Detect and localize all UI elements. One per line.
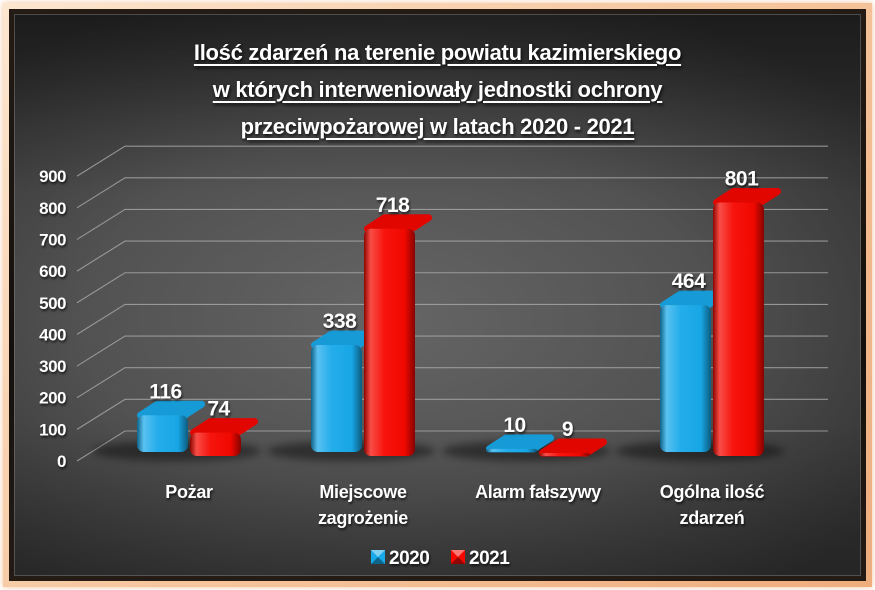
- gridline-100: [76, 398, 828, 430]
- gridline-800: [76, 177, 828, 209]
- bar-top-2020-2: [486, 434, 554, 453]
- legend-item-2020: 2020: [371, 548, 430, 569]
- bar-2021-1: [364, 228, 415, 456]
- gridline-200: [76, 367, 828, 399]
- y-tick-label-600: 600: [39, 262, 66, 281]
- y-tick-label-500: 500: [39, 294, 66, 313]
- category-label-0: Pożar: [165, 482, 213, 502]
- title-line-2: w których interweniowały jednostki ochro…: [212, 77, 663, 102]
- bar-top-2020-0: [137, 400, 205, 419]
- gridline-900: [76, 145, 828, 177]
- bar-2021-3: [713, 202, 764, 456]
- y-tick-label-700: 700: [39, 230, 66, 249]
- value-label-2020-1: 338: [323, 310, 357, 333]
- category-label-2: Alarm fałszywy: [475, 482, 601, 502]
- chart-title: Ilość zdarzeń na terenie powiatu kazimie…: [14, 34, 861, 145]
- bar-top-2021-3: [713, 187, 781, 206]
- y-tick-label-100: 100: [39, 420, 66, 439]
- value-label-2021-2: 9: [562, 418, 573, 441]
- gridline-700: [76, 208, 828, 240]
- frame-dark-border: Ilość zdarzeń na terenie powiatu kazimie…: [9, 9, 866, 581]
- legend-swatch-bevel-top: [451, 550, 465, 557]
- title-row-3: przeciwpożarowej w latach 2020 - 2021: [14, 108, 861, 145]
- gridline-300: [76, 335, 828, 367]
- value-label-2021-0: 74: [207, 398, 230, 421]
- title-row-2: w których interweniowały jednostki ochro…: [14, 71, 861, 108]
- gridline-600: [76, 240, 828, 272]
- value-label-2021-1: 718: [376, 194, 410, 217]
- value-label-2021-3: 801: [725, 167, 759, 190]
- legend-label-2020: 2020: [389, 548, 429, 569]
- bar-2020-1: [311, 345, 362, 452]
- bar-2021-2: [539, 453, 590, 456]
- legend-swatch-bevel-bottom: [371, 557, 385, 564]
- category-label-3: Ogólna ilość zdarzeń: [660, 482, 765, 528]
- y-tick-label-300: 300: [39, 357, 66, 376]
- legend-label-2021: 2021: [469, 548, 510, 569]
- value-label-2020-3: 464: [672, 270, 706, 293]
- bar-top-2021-1: [364, 214, 432, 233]
- gridline-500: [76, 272, 828, 304]
- chart-svg: 0 100 200 300 400 500 600 700 800 900 116 338 10 464 7…: [39, 145, 828, 569]
- legend-item-2021: 2021: [451, 548, 511, 569]
- value-label-2020-2: 10: [503, 414, 525, 437]
- bar-2020-2: [486, 448, 537, 452]
- bar-top-2021-0: [190, 418, 258, 437]
- legend-swatch-bevel-top: [371, 550, 385, 557]
- y-tick-label-200: 200: [39, 389, 66, 408]
- bar-top-2021-2: [539, 438, 607, 457]
- bar-2020-0: [137, 415, 188, 452]
- y-tick-label-0: 0: [57, 452, 66, 471]
- bar-2021-0: [190, 432, 241, 456]
- gridline-400: [76, 303, 828, 335]
- y-tick-label-900: 900: [39, 167, 66, 186]
- y-tick-label-800: 800: [39, 199, 66, 218]
- category-label-1: Miejscowe zagrożenie: [318, 482, 408, 528]
- frame-outer-glow: Ilość zdarzeń na terenie powiatu kazimie…: [3, 3, 872, 587]
- legend-swatch-bevel-bottom: [451, 557, 465, 564]
- bar-2020-3: [660, 305, 711, 452]
- title-row-1: Ilość zdarzeń na terenie powiatu kazimie…: [14, 34, 861, 71]
- title-line-1: Ilość zdarzeń na terenie powiatu kazimie…: [193, 40, 682, 65]
- chart-area: Ilość zdarzeń na terenie powiatu kazimie…: [14, 14, 861, 576]
- title-line-3: przeciwpożarowej w latach 2020 - 2021: [240, 114, 635, 139]
- value-label-2020-0: 116: [149, 380, 181, 403]
- y-tick-label-400: 400: [39, 325, 66, 344]
